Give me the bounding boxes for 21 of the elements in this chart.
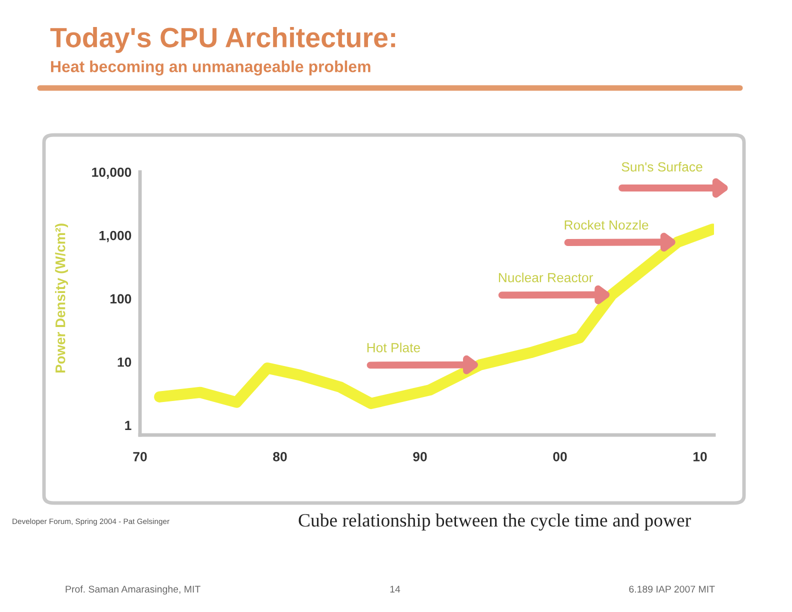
y-tick-label: 100 — [110, 294, 132, 304]
x-tick-label: 90 — [413, 452, 427, 462]
annotation: Nuclear Reactor — [498, 272, 593, 282]
y-tick-label: 10 — [118, 357, 132, 367]
text: 6.189 IAP 2007 MIT — [629, 586, 715, 593]
x-tick-label: 10 — [693, 452, 707, 462]
text: Cube relationship between the cycle time and power — [298, 513, 691, 531]
x-tick-label: 00 — [553, 452, 567, 462]
chart-title: Today's CPU Architecture: — [50, 27, 396, 53]
text: 14 — [390, 586, 400, 593]
y-tick-label: 10,000 — [92, 168, 132, 179]
x-tick-label: 70 — [133, 452, 147, 462]
y-tick-label: 1 — [125, 420, 132, 430]
annotation: Hot Plate — [367, 342, 420, 352]
text: Prof. Saman Amarasinghe, MIT — [66, 585, 200, 595]
x-tick-label: 80 — [273, 452, 287, 462]
chart-subtitle: Heat becoming an unmanageable problem — [51, 60, 370, 76]
annotation: Rocket Nozzle — [564, 220, 648, 230]
y-tick-label: 1,000 — [99, 230, 132, 242]
text: Sun's Surface — [622, 162, 702, 172]
y-axis-title: Power Density (W/cm²) — [55, 224, 68, 373]
